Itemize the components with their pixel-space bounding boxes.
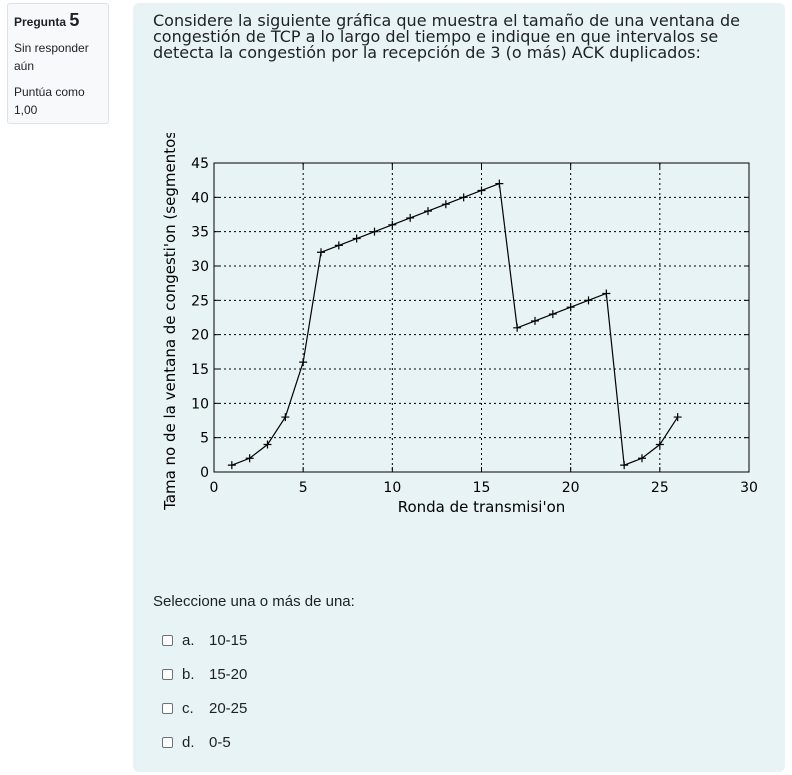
question-content: Considere la siguiente gráfica que muest…	[133, 3, 785, 772]
option-c[interactable]: c. 20-25	[162, 691, 247, 725]
option-b-letter: b.	[182, 665, 195, 683]
x-tick-label: 25	[651, 480, 669, 496]
answer-prompt: Seleccione una o más de una:	[153, 593, 355, 610]
data-point	[388, 220, 397, 229]
data-point	[424, 207, 432, 216]
data-point	[477, 186, 486, 195]
data-point	[406, 213, 415, 222]
option-b-checkbox[interactable]	[162, 668, 173, 680]
x-axis-label: Ronda de transmisi'on	[398, 498, 566, 516]
y-tick-label: 10	[191, 396, 209, 412]
data-point	[441, 200, 450, 209]
option-d[interactable]: d. 0-5	[162, 725, 247, 759]
data-point	[334, 241, 343, 250]
y-tick-label: 45	[191, 156, 209, 172]
question-number-value: 5	[69, 10, 80, 30]
y-axis-label: Tama no de la ventana de congesti'on (se…	[161, 133, 179, 511]
answer-options: a. 10-15 b. 15-20 c. 20-25 d. 0-5	[162, 623, 247, 759]
data-point	[566, 303, 575, 312]
data-point	[495, 179, 504, 188]
y-tick-label: 25	[191, 293, 209, 309]
option-c-checkbox[interactable]	[162, 702, 173, 714]
data-point	[584, 296, 593, 305]
option-d-text: 0-5	[209, 733, 231, 751]
data-point	[459, 193, 468, 202]
x-tick-label: 10	[383, 480, 401, 496]
option-d-letter: d.	[182, 733, 195, 751]
question-info-panel: Pregunta 5 Sin responder aún Puntúa como…	[7, 3, 109, 124]
y-tick-label: 5	[200, 431, 209, 447]
data-point	[281, 413, 290, 422]
question-number: Pregunta 5	[14, 10, 80, 30]
x-tick-label: 0	[210, 480, 219, 496]
y-tick-label: 15	[191, 362, 209, 378]
option-a-checkbox[interactable]	[162, 634, 173, 646]
option-b-text: 15-20	[209, 665, 248, 683]
x-tick-label: 30	[740, 480, 758, 496]
congestion-window-chart: 0 5 10 15 20 25 30 0 5 10 15 20 25 30 35 40 45 Ronda de t…	[161, 133, 758, 516]
y-tick-label: 20	[191, 328, 209, 344]
option-d-checkbox[interactable]	[162, 736, 173, 748]
data-point	[513, 323, 522, 332]
data-point	[638, 454, 646, 463]
data-point	[531, 316, 539, 325]
y-tick-label: 35	[191, 225, 209, 241]
data-point	[655, 440, 664, 449]
data-point	[227, 461, 236, 470]
x-tick-label: 5	[299, 480, 308, 496]
data-point	[317, 248, 325, 257]
data-point	[370, 227, 379, 236]
x-tick-label: 20	[562, 480, 580, 496]
y-tick-label: 30	[191, 259, 209, 275]
option-a-text: 10-15	[209, 631, 248, 649]
data-point	[263, 440, 272, 449]
question-grade: Puntúa como 1,00	[14, 85, 85, 117]
y-tick-label: 40	[191, 190, 209, 206]
question-status: Sin responder aún	[14, 41, 89, 73]
data-point	[299, 358, 308, 367]
data-point	[620, 461, 629, 470]
question-text: Considere la siguiente gráfica que muest…	[153, 11, 740, 62]
data-point	[352, 234, 361, 243]
option-c-letter: c.	[182, 699, 194, 717]
option-a[interactable]: a. 10-15	[162, 623, 247, 657]
data-point	[245, 454, 254, 463]
x-tick-label: 15	[473, 480, 491, 496]
data-point	[602, 289, 611, 298]
data-point	[548, 310, 557, 319]
option-a-letter: a.	[182, 631, 195, 649]
data-point	[673, 413, 682, 422]
series-line	[231, 182, 679, 466]
y-tick-label: 0	[200, 465, 209, 481]
option-b[interactable]: b. 15-20	[162, 657, 247, 691]
option-c-text: 20-25	[209, 699, 248, 717]
